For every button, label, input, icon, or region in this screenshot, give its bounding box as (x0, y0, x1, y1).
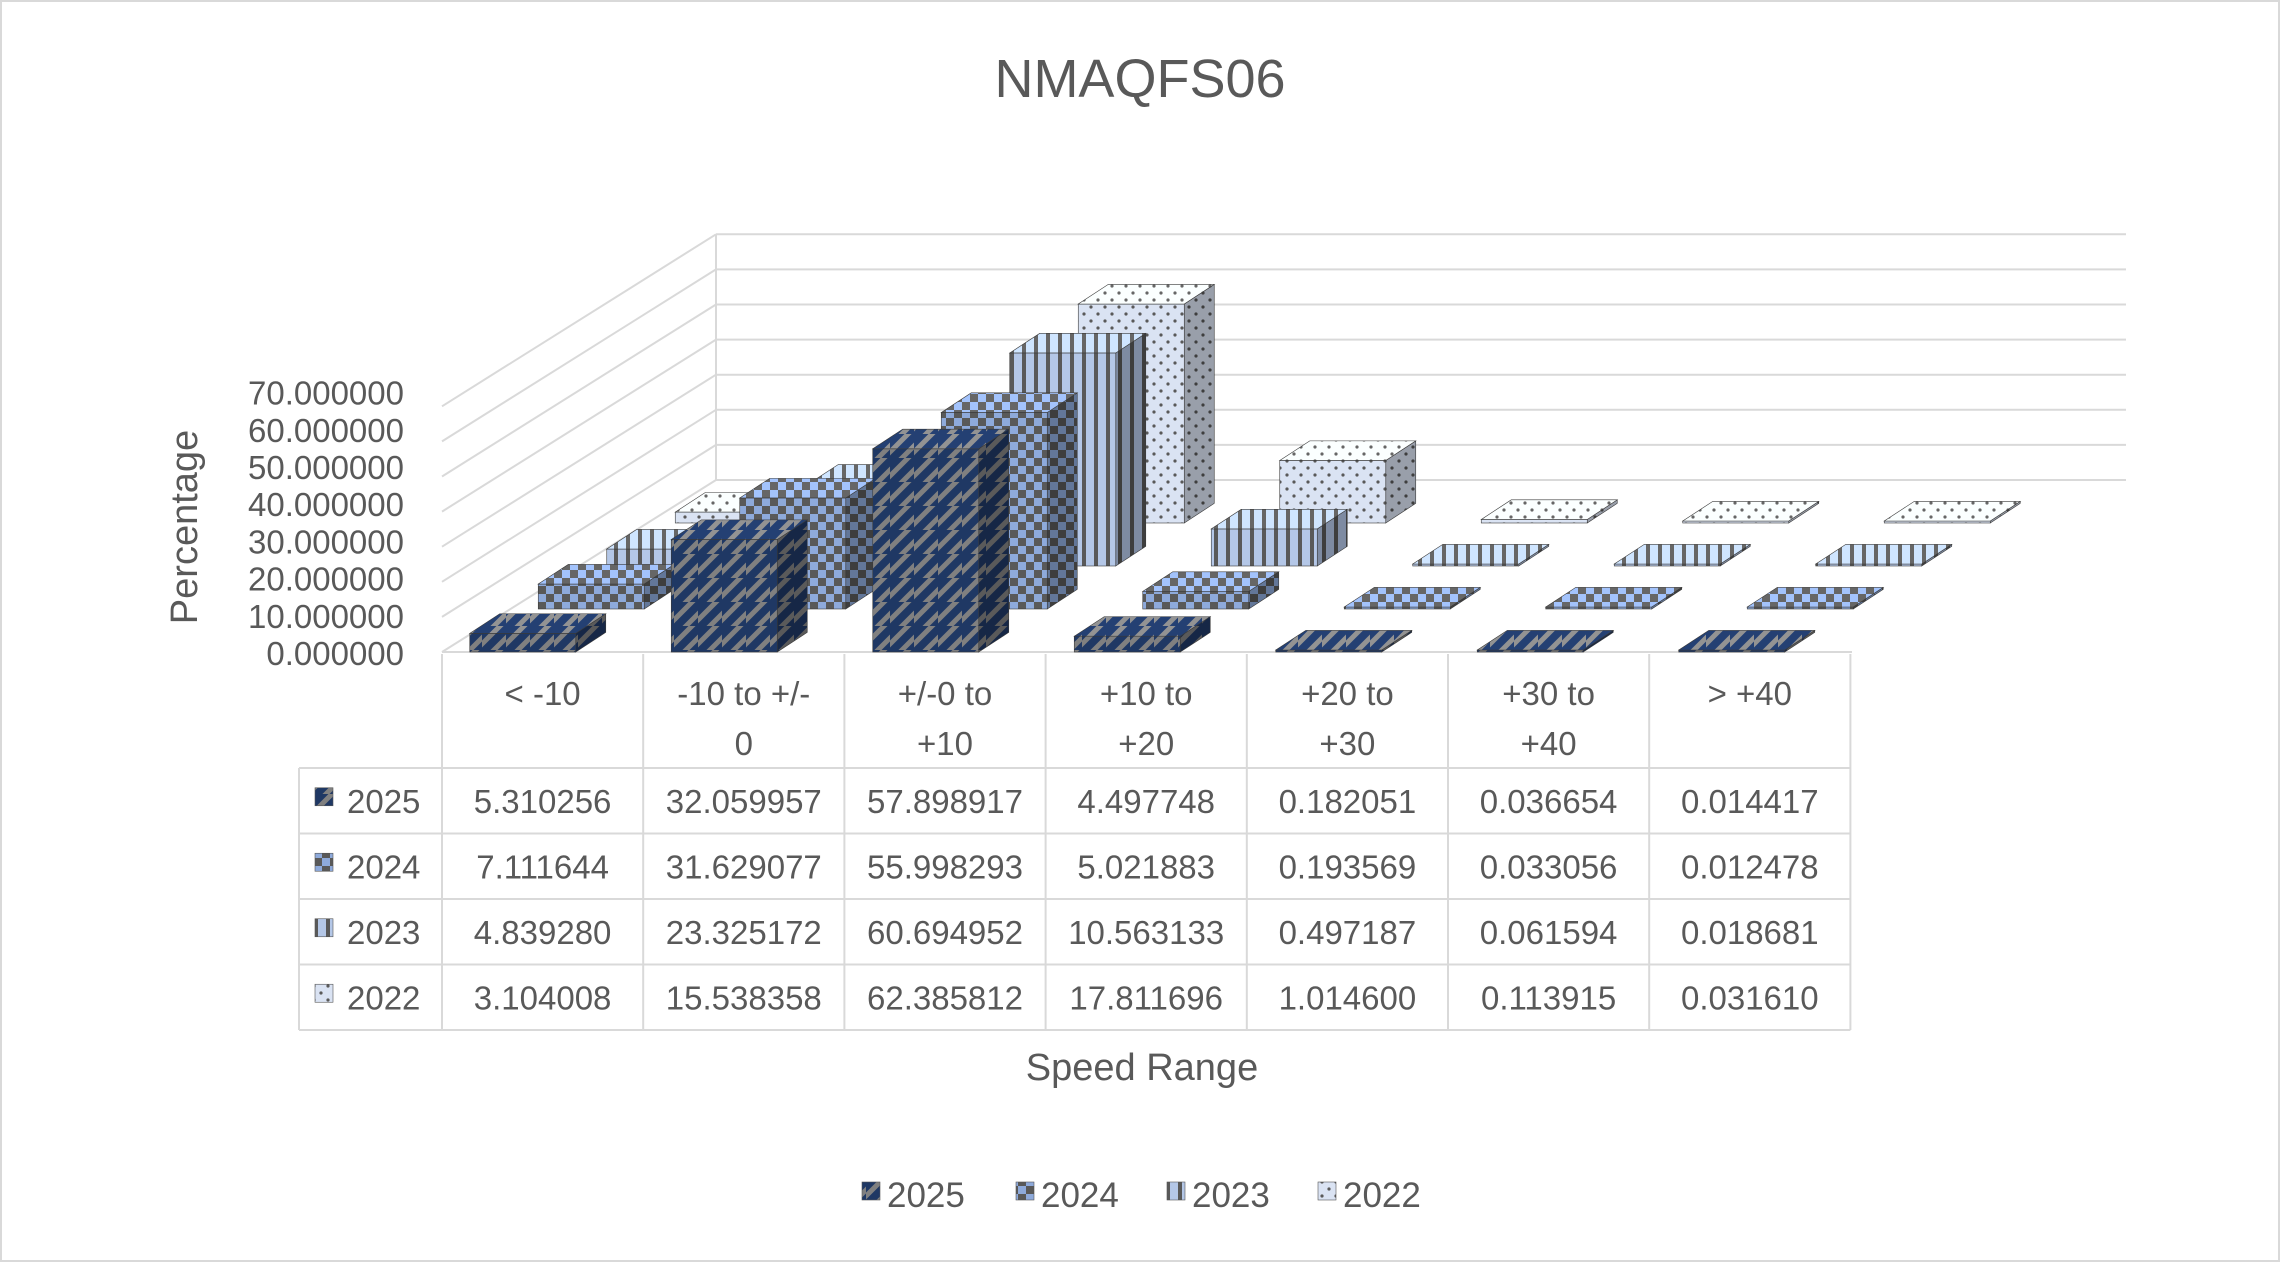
table-cell: 0.193569 (1279, 848, 1417, 885)
bar-2025-0 (468, 613, 607, 653)
category-label: 0 (735, 725, 753, 762)
legend-swatch (1166, 1181, 1186, 1201)
table-cell: 5.310256 (474, 783, 612, 820)
legend-entry: 2024 (1041, 1176, 1119, 1215)
bar-2023-4 (1411, 543, 1550, 567)
bar-2023-3 (1210, 508, 1349, 567)
category-label: +40 (1521, 725, 1577, 762)
bar-2024-6 (1746, 586, 1885, 610)
bar-2024-4 (1343, 586, 1482, 610)
bar-2024-3 (1141, 571, 1280, 610)
y-tick-label: 50.000000 (248, 449, 404, 486)
bar-2024-0 (537, 563, 676, 610)
bar-2022-6 (1883, 500, 2022, 524)
bar-2023-6 (1814, 543, 1953, 567)
table-legend-key (314, 983, 334, 1003)
y-tick-label: 20.000000 (248, 561, 404, 598)
table-cell: 0.113915 (1481, 979, 1616, 1016)
category-label: > +40 (1708, 675, 1792, 712)
table-cell: 4.839280 (474, 914, 612, 951)
bar-2025-6 (1677, 629, 1816, 653)
table-cell: 0.033056 (1480, 848, 1618, 885)
y-tick-label: 40.000000 (248, 486, 404, 523)
table-series-name: 2024 (347, 848, 420, 885)
legend-swatch (861, 1181, 881, 1201)
gridline-side (441, 303, 717, 478)
table-cell: 1.014600 (1279, 979, 1417, 1016)
y-axis-ticks: 0.00000010.00000020.00000030.00000040.00… (248, 375, 404, 672)
table-cell: 62.385812 (867, 979, 1023, 1016)
legend: 2025 2024 2023 2022 (861, 1176, 1421, 1215)
table-cell: 5.021883 (1077, 848, 1215, 885)
data-table: < -10 -10 to +/- 0 +/-0 to +10 +10 to +20 +20 t… (298, 654, 1852, 1031)
legend-entry: 2023 (1192, 1176, 1270, 1215)
gridline-side (441, 338, 717, 513)
category-label: -10 to +/- (677, 675, 810, 712)
bar-2022-5 (1681, 500, 1820, 524)
y-tick-label: 0.000000 (266, 635, 404, 672)
category-label: +/-0 to (898, 675, 992, 712)
table-cell: 3.104008 (474, 979, 612, 1016)
table-cell: 10.563133 (1068, 914, 1224, 951)
table-series-name: 2022 (347, 979, 420, 1016)
y-axis-label: Percentage (164, 430, 206, 624)
category-label: +20 to (1301, 675, 1394, 712)
bar-2025-3 (1073, 616, 1212, 653)
bar-2025-5 (1476, 629, 1615, 653)
y-tick-label: 70.000000 (248, 375, 404, 412)
table-cell: 4.497748 (1077, 783, 1215, 820)
gridline-side (441, 373, 717, 548)
table-cell: 0.018681 (1681, 914, 1819, 951)
bar-2024-5 (1544, 586, 1683, 610)
table-cell: 57.898917 (867, 783, 1023, 820)
legend-entry: 2022 (1343, 1176, 1421, 1215)
bar-2023-5 (1613, 543, 1752, 567)
table-legend-key (314, 918, 334, 938)
table-cell: 17.811696 (1069, 979, 1223, 1016)
bar-2022-4 (1480, 499, 1619, 524)
table-cell: 32.059957 (666, 783, 822, 820)
table-series-name: 2025 (347, 783, 420, 820)
chart-title: NMAQFS06 (994, 49, 1285, 109)
table-cell: 0.012478 (1681, 848, 1819, 885)
table-cell: 0.061594 (1480, 914, 1618, 951)
category-label: +10 to (1100, 675, 1193, 712)
table-cell: 15.538358 (666, 979, 822, 1016)
y-tick-label: 30.000000 (248, 523, 404, 560)
bar-2025-1 (670, 519, 809, 653)
table-cell: 0.497187 (1279, 914, 1417, 951)
legend-swatch (1015, 1181, 1035, 1201)
category-label: +10 (917, 725, 973, 762)
gridline-side (441, 268, 717, 443)
x-axis-label: Speed Range (1026, 1047, 1258, 1089)
bar-2025-4 (1274, 629, 1413, 653)
category-label: +30 (1319, 725, 1375, 762)
table-legend-key (314, 787, 334, 807)
y-tick-label: 60.000000 (248, 412, 404, 449)
table-series-name: 2023 (347, 914, 420, 951)
table-cell: 0.182051 (1279, 783, 1417, 820)
table-legend-key (314, 852, 334, 872)
legend-entry: 2025 (887, 1176, 965, 1215)
table-cell: 0.014417 (1681, 783, 1819, 820)
legend-swatch (1317, 1181, 1337, 1201)
category-label: +20 (1118, 725, 1174, 762)
table-cell: 55.998293 (867, 848, 1023, 885)
gridline-side (441, 233, 717, 408)
category-label: +30 to (1502, 675, 1595, 712)
category-label: < -10 (505, 675, 581, 712)
table-cell: 7.111644 (476, 848, 609, 885)
y-tick-label: 10.000000 (248, 598, 404, 635)
table-cell: 0.036654 (1480, 783, 1618, 820)
bars (468, 283, 2022, 653)
gridline-side (441, 444, 717, 618)
gridline-side (441, 408, 717, 583)
table-cell: 23.325172 (666, 914, 822, 951)
table-cell: 60.694952 (867, 914, 1023, 951)
bar-2025-2 (871, 428, 1010, 653)
table-cell: 31.629077 (666, 848, 822, 885)
table-cell: 0.031610 (1681, 979, 1819, 1016)
